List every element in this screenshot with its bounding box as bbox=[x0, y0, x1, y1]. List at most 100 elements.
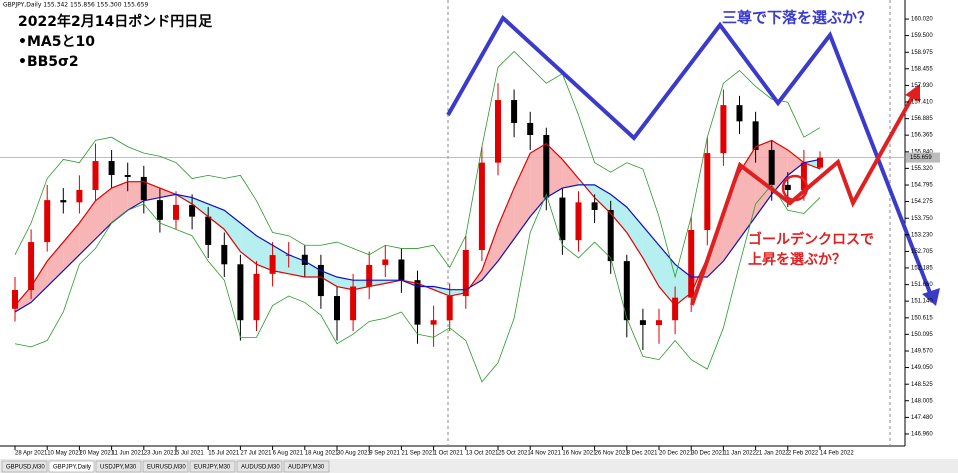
candle-body bbox=[559, 197, 566, 241]
candle-body bbox=[495, 100, 501, 163]
ma-fill bbox=[159, 188, 176, 198]
ma-fill bbox=[723, 172, 740, 262]
ma-fill bbox=[481, 226, 498, 281]
x-tick-label: 10 May 2021 bbox=[47, 451, 82, 457]
x-tick-label: 25 Oct 2021 bbox=[498, 451, 531, 457]
candle-body bbox=[511, 100, 518, 123]
x-tick-label: 1 Oct 2021 bbox=[434, 451, 464, 457]
candle-body bbox=[527, 122, 534, 136]
y-tick-label: 151.660 bbox=[911, 282, 933, 288]
y-tick-label: 159.500 bbox=[911, 33, 933, 39]
x-tick-label: 15 Jul 2021 bbox=[208, 451, 240, 457]
ma-fill bbox=[79, 200, 96, 255]
candle-body bbox=[704, 153, 711, 230]
ma-fill bbox=[15, 286, 32, 312]
candle-body bbox=[221, 244, 228, 265]
x-tick-label: 9 Sep 2021 bbox=[369, 451, 400, 457]
candle-body bbox=[623, 261, 630, 321]
ma-fill bbox=[530, 143, 547, 217]
candle-body bbox=[430, 320, 437, 325]
x-tick-label: 27 Jul 2021 bbox=[240, 451, 272, 457]
tab[interactable] bbox=[283, 460, 330, 473]
y-tick-label: 153.230 bbox=[911, 232, 933, 238]
tab-label[interactable]: EURUSD,M30 bbox=[147, 465, 186, 471]
y-tick-label: 157.930 bbox=[911, 83, 933, 89]
tab-label[interactable]: GBPUSD,M30 bbox=[6, 465, 45, 471]
ma-fill bbox=[337, 277, 354, 290]
tab-label[interactable]: GBPJPY,Daily bbox=[53, 465, 91, 471]
tab-label[interactable]: USDJPY,M30 bbox=[100, 465, 137, 471]
y-tick-label: 156.365 bbox=[911, 133, 933, 139]
candle-body bbox=[414, 280, 421, 325]
ma-fill bbox=[143, 181, 160, 201]
tab[interactable] bbox=[48, 460, 95, 473]
y-tick-label: 153.750 bbox=[911, 216, 933, 222]
ma-fill bbox=[610, 194, 627, 233]
x-tick-label: 4 Nov 2021 bbox=[530, 451, 561, 457]
y-tick-label: 154.795 bbox=[911, 183, 933, 189]
symbol-info: GBPJPY,Daily 155.342 155.856 155.300 155… bbox=[3, 2, 148, 9]
ma-fill bbox=[208, 203, 225, 230]
candle-body bbox=[301, 254, 308, 265]
ma-fill bbox=[304, 261, 321, 278]
x-tick-label: 5 Jul 2021 bbox=[176, 451, 204, 457]
ma-fill bbox=[369, 280, 386, 287]
ma-fill bbox=[514, 153, 531, 239]
tab[interactable] bbox=[95, 460, 142, 473]
candle-body bbox=[575, 202, 582, 241]
candle-body bbox=[768, 149, 775, 185]
ma-fill bbox=[111, 181, 128, 223]
x-tick-label: 13 Oct 2021 bbox=[466, 451, 499, 457]
x-tick-label: 30 Dec 2021 bbox=[691, 451, 726, 457]
candle-body bbox=[173, 204, 179, 220]
indicator-line bbox=[14, 50, 821, 279]
y-tick-label: 150.095 bbox=[911, 332, 933, 338]
x-tick-label: 20 Dec 2021 bbox=[659, 451, 694, 457]
tabs: GBPUSD,M30 GBPJPY,Daily USDJPY,M30 EURUSD,M… bbox=[1, 460, 330, 473]
y-tick-label: 154.275 bbox=[911, 199, 933, 205]
candle-body bbox=[639, 320, 646, 325]
ma-fill bbox=[272, 245, 289, 274]
tab-label[interactable]: EURJPY,M30 bbox=[194, 465, 231, 471]
ma-fill bbox=[546, 143, 563, 198]
y-tick-label: 160.020 bbox=[911, 17, 933, 23]
ma-fill bbox=[320, 270, 337, 287]
candle-body bbox=[76, 189, 83, 203]
price-label-box bbox=[906, 152, 940, 163]
annotation: 上昇を選ぶか？ bbox=[748, 252, 846, 268]
candle-body bbox=[269, 255, 276, 274]
tab[interactable] bbox=[142, 460, 189, 473]
tab[interactable] bbox=[189, 460, 236, 473]
tab[interactable] bbox=[236, 460, 283, 473]
indicator-line bbox=[14, 184, 821, 383]
candle-body bbox=[237, 264, 244, 321]
ma-fill bbox=[594, 184, 611, 214]
tab-label[interactable]: AUDUSD,M30 bbox=[241, 465, 280, 471]
candle-body bbox=[189, 204, 196, 217]
tab-label[interactable]: AUDJPY,M30 bbox=[288, 465, 325, 471]
x-tick-label: 28 Apr 2021 bbox=[15, 451, 48, 457]
x-tick-label: 23 Jun 2021 bbox=[144, 451, 178, 457]
price-label: 155.659 bbox=[910, 155, 932, 161]
candle-body bbox=[382, 259, 389, 265]
candle-body bbox=[656, 320, 662, 325]
ma-fill bbox=[787, 149, 804, 176]
note: •MA5と10 bbox=[18, 34, 95, 50]
ma-fill bbox=[31, 261, 48, 303]
ma-fill bbox=[675, 264, 692, 306]
ma-fill bbox=[256, 235, 273, 271]
ma-fill bbox=[755, 140, 772, 217]
tab[interactable] bbox=[1, 460, 48, 473]
ma-fill bbox=[498, 188, 515, 262]
x-tick-label: 21 Jan 2022 bbox=[756, 451, 790, 457]
y-tick-label: 155.320 bbox=[911, 166, 933, 172]
candle-body bbox=[140, 176, 147, 201]
y-tick-label: 146.960 bbox=[911, 432, 933, 438]
cross-marker bbox=[781, 174, 809, 202]
y-tick-label: 147.480 bbox=[911, 415, 933, 421]
y-tick-label: 149.570 bbox=[911, 349, 933, 355]
candle-body bbox=[44, 200, 51, 243]
head-shoulders-line bbox=[446, 14, 934, 299]
candle-body bbox=[253, 273, 260, 321]
ma-fill bbox=[240, 223, 257, 265]
